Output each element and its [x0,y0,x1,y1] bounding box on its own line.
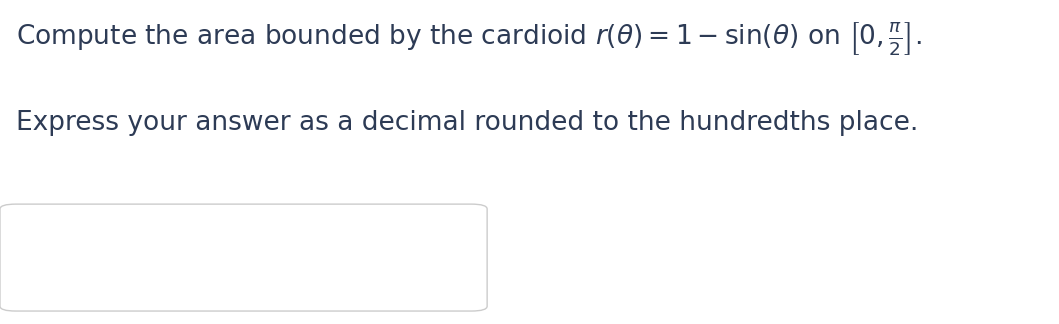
FancyBboxPatch shape [0,204,487,311]
Text: Express your answer as a decimal rounded to the hundredths place.: Express your answer as a decimal rounded… [16,110,918,136]
Text: Compute the area bounded by the cardioid $r(\theta) = 1 - \sin(\theta)$ on $\lef: Compute the area bounded by the cardioid… [16,20,921,57]
